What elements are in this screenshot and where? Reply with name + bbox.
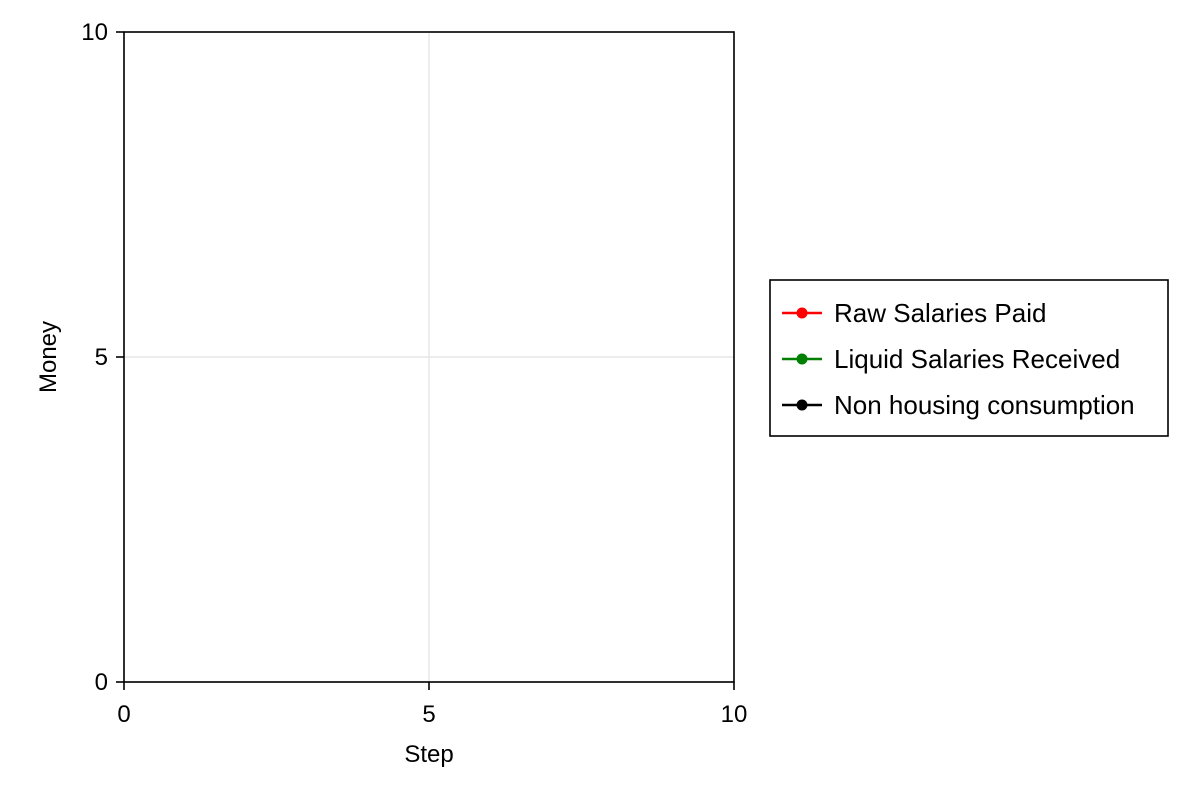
legend-label: Non housing consumption bbox=[834, 390, 1135, 420]
y-tick-label: 5 bbox=[95, 344, 108, 371]
x-tick-label: 0 bbox=[117, 701, 130, 728]
x-axis: 0 5 10 bbox=[117, 682, 747, 728]
legend-marker-swatch bbox=[796, 399, 808, 411]
x-tick-label: 10 bbox=[721, 701, 748, 728]
x-tick-label: 5 bbox=[422, 701, 435, 728]
y-axis: 0 5 10 bbox=[81, 19, 124, 696]
x-axis-label: Step bbox=[404, 741, 453, 768]
legend-entry: Raw Salaries Paid bbox=[782, 298, 1046, 328]
y-axis-label: Money bbox=[35, 321, 62, 393]
legend-entry: Liquid Salaries Received bbox=[782, 344, 1120, 374]
legend-marker-swatch bbox=[796, 307, 808, 319]
legend: Raw Salaries Paid Liquid Salaries Receive… bbox=[769, 279, 1169, 437]
legend-label: Raw Salaries Paid bbox=[834, 298, 1046, 328]
legend-label: Liquid Salaries Received bbox=[834, 344, 1120, 374]
legend-marker-swatch bbox=[796, 353, 808, 365]
legend-entry: Non housing consumption bbox=[782, 390, 1135, 420]
y-tick-label: 10 bbox=[81, 19, 108, 46]
y-tick-label: 0 bbox=[95, 669, 108, 696]
legend-box bbox=[769, 279, 1169, 437]
